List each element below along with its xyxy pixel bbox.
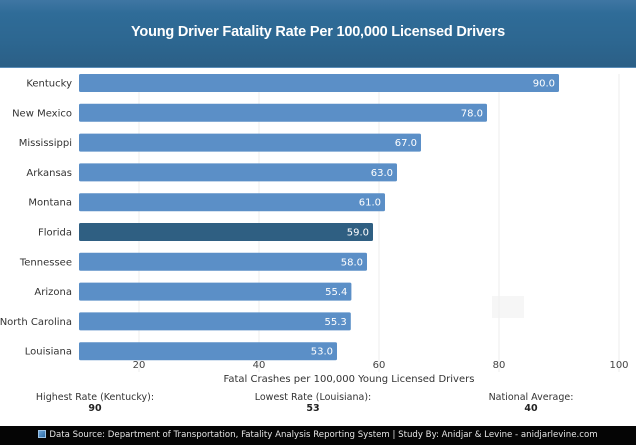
category-label: Mississippi <box>19 138 72 149</box>
bar-kentucky[interactable] <box>79 74 559 92</box>
footer-source-text: Data Source: Department of Transportatio… <box>49 430 598 440</box>
bar-louisiana[interactable] <box>79 342 337 361</box>
chart-title: Young Driver Fatality Rate Per 100,000 L… <box>131 24 505 40</box>
value-label: 61.0 <box>359 198 381 209</box>
chart-header: Young Driver Fatality Rate Per 100,000 L… <box>0 0 636 68</box>
x-tick-label: 80 <box>493 360 506 371</box>
x-axis-title: Fatal Crashes per 100,000 Young Licensed… <box>224 374 475 385</box>
value-label: 67.0 <box>395 138 417 149</box>
stat-highest-value: 90 <box>88 403 102 414</box>
x-tick-label: 100 <box>609 360 628 371</box>
chart-icon <box>38 430 47 438</box>
bar-arkansas[interactable] <box>79 163 397 182</box>
stat-highest-label: Highest Rate (Kentucky): <box>35 392 155 403</box>
bar-tennessee[interactable] <box>79 252 367 271</box>
x-tick-label: 40 <box>253 360 266 371</box>
value-label: 55.3 <box>325 317 347 328</box>
value-label: 90.0 <box>533 79 555 90</box>
category-label: North Carolina <box>0 317 72 328</box>
stat-national-average-value: 40 <box>524 403 538 414</box>
category-label: Florida <box>38 228 72 239</box>
category-label: Arizona <box>34 287 72 298</box>
value-label: 78.0 <box>461 108 483 119</box>
bar-new-mexico[interactable] <box>79 103 487 122</box>
stat-lowest-label: Lowest Rate (Louisiana): <box>254 392 372 403</box>
category-label: Louisiana <box>25 347 72 358</box>
bars: 90.0 78.0 67.0 63.0 61.0 59.0 58.0 55.4 55.3 53.0 <box>79 74 559 361</box>
category-label: New Mexico <box>12 108 72 119</box>
category-label: Montana <box>28 198 72 209</box>
stat-highest: Highest Rate (Kentucky): 90 <box>20 392 170 414</box>
bar-north-carolina[interactable] <box>79 312 351 331</box>
stat-national-average-label: National Average: <box>488 392 574 403</box>
category-label: Tennessee <box>19 257 72 268</box>
x-tick-label: 20 <box>133 360 146 371</box>
value-label: 58.0 <box>341 257 363 268</box>
watermark-box <box>492 296 524 318</box>
stat-national-average: National Average: 40 <box>456 392 606 414</box>
value-label: 59.0 <box>347 228 369 239</box>
x-axis-ticks: 20 40 60 80 100 <box>133 360 629 371</box>
bar-mississippi[interactable] <box>79 133 421 152</box>
bar-florida[interactable] <box>79 223 373 241</box>
stat-lowest-value: 53 <box>306 403 320 414</box>
bar-chart: 90.0 78.0 67.0 63.0 61.0 59.0 58.0 55.4 55.3 53.0… <box>0 74 629 385</box>
category-label: Kentucky <box>26 79 72 90</box>
bar-arizona[interactable] <box>79 282 352 301</box>
category-labels: Kentucky New Mexico Mississippi Arkansas Mon… <box>0 79 72 358</box>
x-tick-label: 60 <box>373 360 386 371</box>
bar-montana[interactable] <box>79 193 385 212</box>
value-label: 63.0 <box>371 168 393 179</box>
category-label: Arkansas <box>26 168 72 179</box>
value-label: 53.0 <box>311 347 333 358</box>
footer: Data Source: Department of Transportatio… <box>0 426 636 445</box>
stat-lowest: Lowest Rate (Louisiana): 53 <box>238 392 388 414</box>
value-label: 55.4 <box>325 287 347 298</box>
